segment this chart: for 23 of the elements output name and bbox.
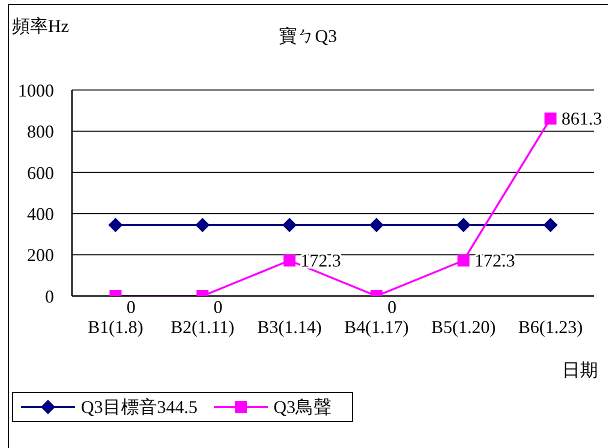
legend-label: Q3鳥聲 <box>274 396 332 419</box>
data-label: 172.3 <box>300 250 341 271</box>
x-tick-label: B3(1.14) <box>257 316 322 337</box>
y-tick-label: 1000 <box>18 80 54 100</box>
x-tick-label: B2(1.11) <box>170 316 234 337</box>
x-tick-label: B6(1.23) <box>518 316 583 337</box>
data-label: 172.3 <box>474 250 515 271</box>
data-label: 0 <box>126 297 136 317</box>
x-axis-title: 日期 <box>562 359 598 382</box>
y-tick-label: 200 <box>27 245 54 266</box>
y-tick-label: 600 <box>27 162 54 183</box>
x-tick-label: B5(1.20) <box>431 316 496 337</box>
x-tick-label: B4(1.17) <box>344 316 409 337</box>
x-tick-label: B1(1.8) <box>88 316 144 337</box>
y-axis-title: 頻率Hz <box>12 15 69 38</box>
data-label: 861.3 <box>562 108 602 129</box>
chart-title: 寶ㄅQ3 <box>279 26 337 46</box>
y-tick-label: 0 <box>45 286 54 306</box>
data-label: 0 <box>388 297 396 317</box>
legend-label: Q3目標音344.5 <box>81 396 198 419</box>
y-tick-label: 800 <box>27 122 54 142</box>
data-label: 0 <box>214 297 222 317</box>
y-tick-label: 400 <box>27 204 54 224</box>
